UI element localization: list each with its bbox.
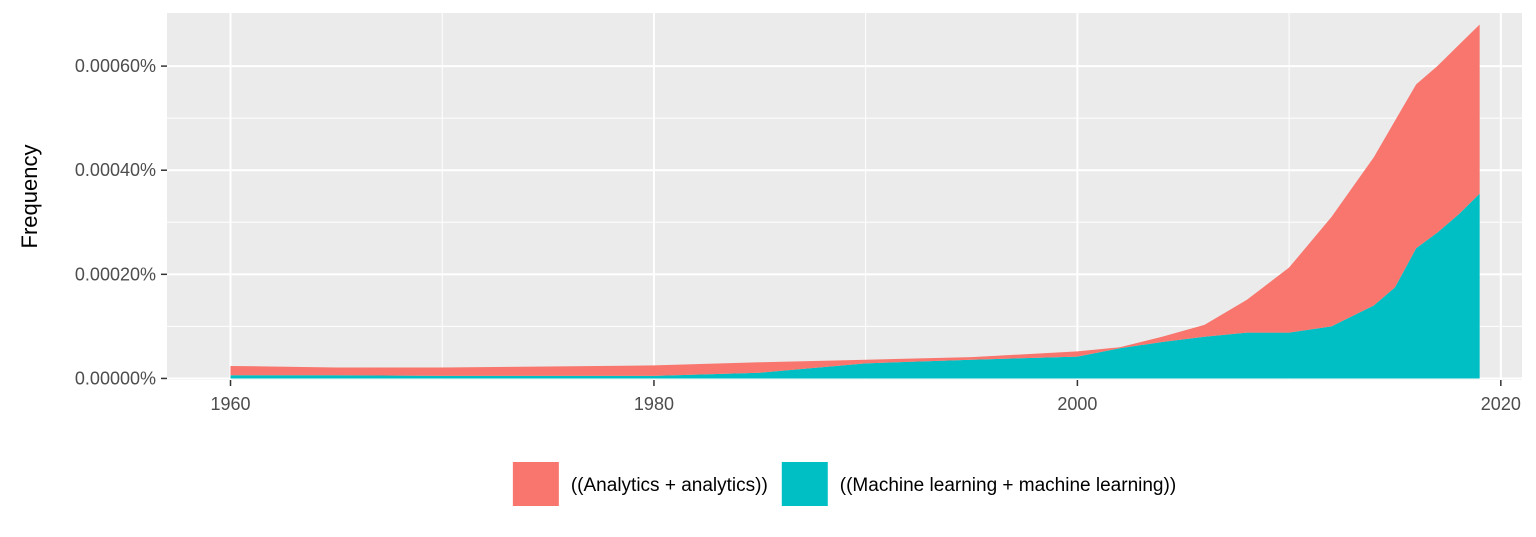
legend-label-analytics: ((Analytics + analytics)): [571, 475, 768, 496]
y-tick-label: 0.00060%: [75, 56, 156, 76]
x-axis: 1960 1980 2000 2020: [210, 380, 1521, 414]
y-tick-label: 0.00020%: [75, 264, 156, 284]
area-series: [230, 24, 1480, 379]
y-tick-label: 0.00040%: [75, 160, 156, 180]
area-machine-learning: [230, 193, 1480, 379]
y-axis-title: Frequency: [17, 145, 42, 249]
x-tick-label: 2020: [1481, 394, 1521, 414]
y-tick-label: 0.00000%: [75, 368, 156, 388]
x-tick-label: 2000: [1057, 394, 1097, 414]
legend: ((Analytics + analytics)) ((Machine learn…: [512, 462, 1176, 506]
y-axis: 0.00000% 0.00020% 0.00040% 0.00060%: [75, 56, 167, 388]
legend-key-machine-learning: [781, 462, 828, 506]
x-tick-label: 1960: [210, 394, 250, 414]
x-tick-label: 1980: [634, 394, 674, 414]
legend-key-analytics: [512, 462, 559, 506]
legend-label-machine-learning: ((Machine learning + machine learning)): [840, 475, 1176, 496]
